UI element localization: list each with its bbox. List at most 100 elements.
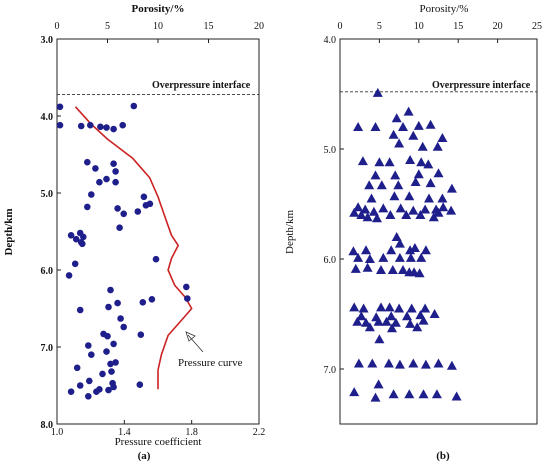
- data-point-triangle: [360, 204, 371, 214]
- data-point-circle: [107, 360, 114, 368]
- data-point-triangle: [388, 389, 399, 399]
- data-point-triangle: [417, 141, 428, 151]
- data-point-triangle: [370, 392, 381, 402]
- pressure-curve: [74, 106, 193, 390]
- panel-b-plot-frame: [339, 38, 538, 425]
- data-point-triangle: [398, 265, 408, 274]
- data-point-triangle: [403, 106, 414, 116]
- data-point-triangle: [451, 391, 462, 401]
- data-point-triangle: [386, 245, 397, 255]
- panel-b-y-tick-label: 5.0: [324, 145, 337, 156]
- data-point-triangle: [401, 210, 412, 219]
- data-point-triangle: [384, 302, 395, 312]
- data-point-circle: [85, 342, 92, 349]
- data-point-circle: [103, 175, 110, 183]
- panel-b-top-tick-label: 5: [377, 21, 382, 32]
- data-point-circle: [84, 158, 91, 166]
- data-point-triangle: [438, 202, 449, 212]
- data-point-triangle: [446, 183, 457, 193]
- data-point-triangle: [364, 322, 375, 332]
- data-point-circle: [109, 379, 116, 387]
- data-point-triangle: [349, 302, 360, 312]
- panel-a-y-tick-label: 8.0: [41, 420, 54, 431]
- data-point-triangle: [409, 243, 420, 252]
- panel-a-top-tick-label: 20: [254, 21, 264, 32]
- data-point-triangle: [387, 265, 398, 274]
- data-point-triangle: [364, 254, 375, 263]
- panel-b-y-tick-label: 7.0: [324, 365, 337, 376]
- data-point-circle: [79, 240, 86, 248]
- data-point-triangle: [433, 207, 444, 217]
- data-point-triangle: [408, 358, 419, 368]
- panel-b-top-tick-label: 25: [532, 21, 542, 32]
- data-point-triangle: [350, 263, 361, 273]
- panel-b: Porosity/% (b) Depth/km Overpressure int…: [284, 3, 542, 462]
- data-point-triangle: [391, 113, 402, 123]
- data-point-triangle: [416, 252, 427, 262]
- data-point-triangle: [432, 141, 443, 151]
- data-point-circle: [105, 386, 112, 394]
- data-point-circle: [85, 393, 92, 400]
- data-point-triangle: [394, 303, 405, 313]
- panel-a-overpressure-interface-label: Overpressure interface: [152, 80, 251, 91]
- data-point-circle: [110, 125, 117, 133]
- panel-b-overpressure-interface-label: Overpressure interface: [432, 80, 531, 91]
- data-point-triangle: [367, 358, 378, 368]
- data-point-circle: [56, 103, 64, 111]
- data-point-circle: [120, 210, 127, 218]
- data-point-circle: [103, 124, 110, 131]
- data-point-triangle: [420, 245, 431, 255]
- data-point-triangle: [418, 315, 429, 325]
- data-point-circle: [96, 386, 103, 393]
- panel-b-y-axis-label: Depth/km: [284, 210, 296, 254]
- data-point-triangle: [386, 311, 397, 321]
- panel-a-y-tick-label: 6.0: [41, 266, 54, 277]
- panel-a-label: (a): [138, 450, 151, 462]
- data-point-triangle: [376, 302, 386, 312]
- data-point-circle: [117, 315, 124, 322]
- data-point-circle: [67, 388, 75, 396]
- data-point-triangle: [353, 358, 364, 368]
- data-point-circle: [84, 203, 91, 211]
- panel-a-bottom-tick-label: 1.4: [118, 427, 131, 438]
- panel-b-label: (b): [436, 450, 450, 462]
- data-point-triangle: [418, 389, 429, 399]
- data-point-circle: [120, 323, 127, 331]
- data-point-triangle: [433, 358, 444, 368]
- data-point-triangle: [372, 213, 382, 223]
- data-point-triangle: [389, 191, 400, 201]
- panel-a-top-axis-label: Porosity/%: [132, 3, 185, 15]
- data-point-triangle: [383, 358, 394, 368]
- data-point-triangle: [423, 159, 434, 169]
- data-point-circle: [139, 299, 147, 306]
- data-point-circle: [130, 102, 138, 110]
- data-point-triangle: [353, 252, 364, 262]
- data-point-triangle: [358, 303, 369, 313]
- data-point-circle: [72, 235, 80, 243]
- panel-a: Porosity/% Pressure coefficient (a) Dept…: [3, 3, 265, 462]
- panel-b-top-tick-label: 10: [414, 21, 424, 32]
- data-point-circle: [183, 283, 190, 291]
- data-point-triangle: [408, 205, 419, 215]
- data-point-triangle: [353, 122, 364, 131]
- panel-a-y-tick-label: 5.0: [41, 189, 54, 200]
- data-point-triangle: [366, 193, 377, 203]
- data-point-circle: [146, 200, 154, 208]
- data-point-triangle: [370, 122, 381, 131]
- pressure-curve-arrow-head: [185, 331, 196, 342]
- data-point-circle: [76, 306, 84, 314]
- panel-b-top-tick-label: 0: [338, 21, 343, 32]
- data-point-circle: [110, 160, 117, 167]
- panel-b-top-tick-label: 15: [453, 21, 463, 32]
- data-point-triangle: [404, 191, 415, 201]
- pressure-curve-label: Pressure curve: [178, 357, 243, 369]
- data-point-triangle: [374, 334, 385, 344]
- data-point-triangle: [362, 262, 373, 272]
- data-point-triangle: [372, 87, 383, 97]
- data-point-triangle: [410, 177, 421, 186]
- data-point-triangle: [394, 238, 405, 248]
- data-point-triangle: [352, 316, 363, 326]
- data-point-circle: [97, 123, 104, 131]
- data-point-triangle: [373, 316, 384, 326]
- data-point-triangle: [385, 210, 396, 219]
